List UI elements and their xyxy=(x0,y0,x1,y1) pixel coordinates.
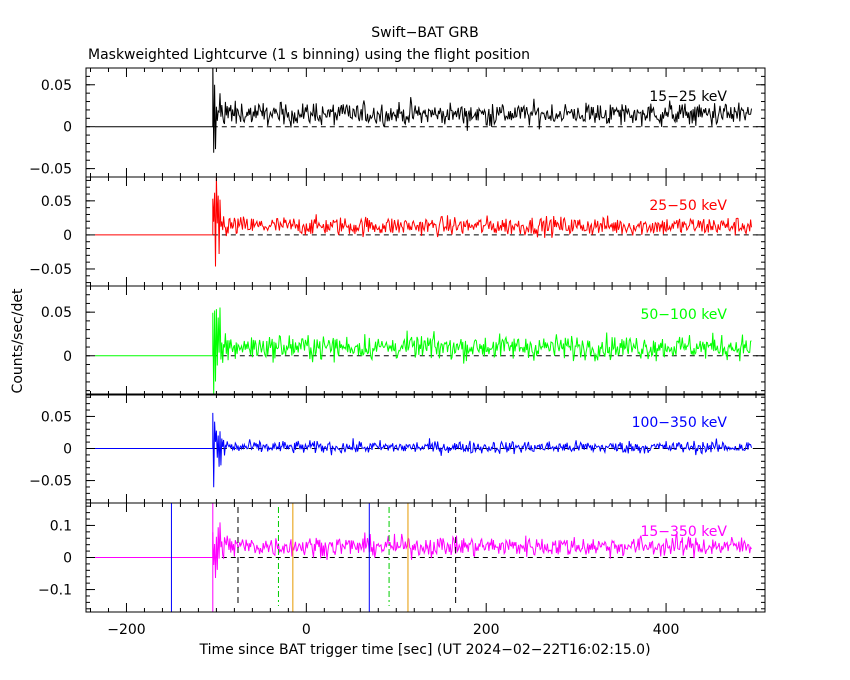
band-label: 15−350 keV xyxy=(640,524,727,540)
x-axis-label: Time since BAT trigger time [sec] (UT 20… xyxy=(198,642,650,658)
y-tick-label: 0 xyxy=(63,551,72,567)
x-tick-label: 400 xyxy=(653,622,680,638)
y-axis-label: Counts/sec/det xyxy=(10,288,26,393)
panel-3: 0.05 0 50−100 keV xyxy=(41,285,766,396)
panel-4: 0.05 0 −0.05 100−350 keV xyxy=(29,393,766,504)
x-tick-label: 200 xyxy=(473,622,500,638)
panel-5: 0.1 0 −0.1 15−350 keV xyxy=(38,502,766,613)
x-tick-label: −200 xyxy=(107,622,145,638)
y-tick-label: −0.05 xyxy=(29,474,72,490)
panel-2: 0.05 0 −0.05 25−50 keV xyxy=(29,176,766,287)
y-tick-label: 0.05 xyxy=(41,78,72,94)
y-tick-label: 0 xyxy=(63,120,72,136)
y-tick-label: 0 xyxy=(63,228,72,244)
panel-frame xyxy=(85,67,766,178)
band-label: 25−50 keV xyxy=(649,198,727,214)
y-tick-label: 0 xyxy=(63,442,72,458)
panel-1: 0.05 0 −0.05 15−25 keV xyxy=(29,67,766,178)
y-tick-label: −0.05 xyxy=(29,262,72,278)
y-tick-label: −0.05 xyxy=(29,162,72,178)
y-tick-label: −0.1 xyxy=(38,583,72,599)
series-line xyxy=(95,522,752,579)
band-label: 15−25 keV xyxy=(649,89,727,105)
series-line xyxy=(95,412,752,488)
x-tick-label: 0 xyxy=(302,622,311,638)
y-tick-label: 0.1 xyxy=(50,518,72,534)
series-line xyxy=(95,68,752,153)
chart-subtitle: Maskweighted Lightcurve (1 s binning) us… xyxy=(88,47,530,63)
chart-title: Swift−BAT GRB xyxy=(371,25,478,41)
series-line xyxy=(95,177,752,267)
series-line xyxy=(95,307,752,395)
y-tick-label: 0 xyxy=(63,349,72,365)
y-tick-label: 0.05 xyxy=(41,194,72,210)
band-label: 100−350 keV xyxy=(632,415,728,431)
band-label: 50−100 keV xyxy=(640,307,727,323)
y-tick-label: 0.05 xyxy=(41,409,72,425)
y-tick-label: 0.05 xyxy=(41,305,72,321)
panel-frame xyxy=(85,285,766,396)
